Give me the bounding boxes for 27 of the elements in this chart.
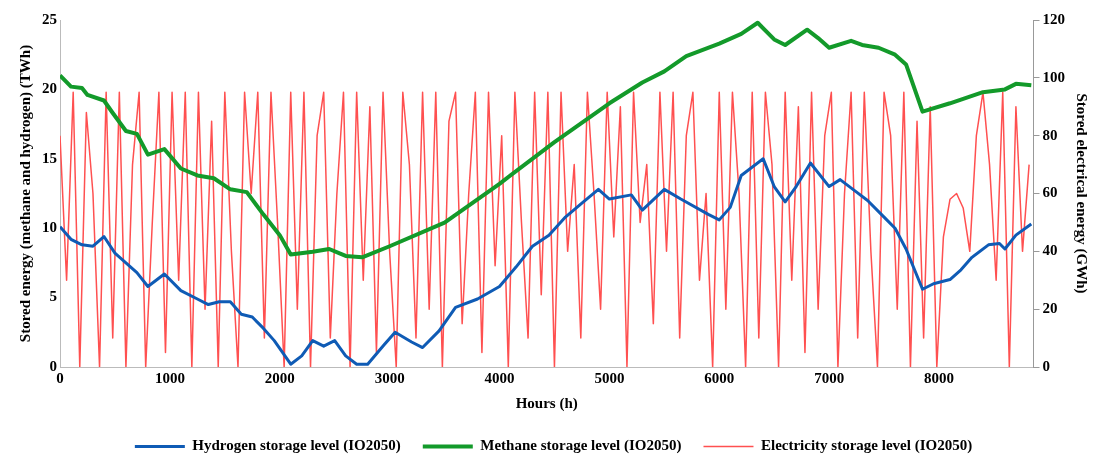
y-tick-label: 5	[49, 288, 57, 305]
y-tick-label: 10	[42, 219, 57, 236]
x-tick-label: 3000	[374, 369, 405, 386]
y-tick-label: 15	[42, 149, 57, 166]
y2-tick-label: 0	[1042, 357, 1050, 374]
y2-axis-title: Stored electrical energy (GWh)	[1073, 93, 1091, 294]
x-tick-label: 2000	[264, 369, 295, 386]
y2-tick-label: 120	[1042, 10, 1065, 27]
x-tick-label: 5000	[594, 369, 625, 386]
legend-label: Hydrogen storage level (IO2050)	[192, 437, 401, 455]
y2-tick-label: 100	[1042, 68, 1065, 85]
x-tick-label: 4000	[484, 369, 515, 386]
x-tick-label: 7000	[814, 369, 845, 386]
y-tick-label: 0	[49, 357, 57, 374]
legend-label: Methane storage level (IO2050)	[480, 437, 682, 455]
y2-tick-label: 60	[1042, 184, 1058, 201]
y-tick-label: 25	[42, 10, 57, 27]
x-tick-label: 1000	[154, 369, 185, 386]
y-axis-title: Stored energy (methane and hydrogen) (TWh)	[16, 44, 34, 343]
x-tick-label: 8000	[924, 369, 955, 386]
legend-label: Electricity storage level (IO2050)	[760, 437, 973, 455]
y2-tick-label: 80	[1042, 126, 1058, 143]
y2-tick-label: 40	[1042, 242, 1058, 259]
x-tick-label: 6000	[704, 369, 735, 386]
y2-tick-label: 20	[1042, 300, 1058, 317]
x-axis-title: Hours (h)	[515, 394, 578, 412]
y-tick-label: 20	[42, 80, 57, 97]
